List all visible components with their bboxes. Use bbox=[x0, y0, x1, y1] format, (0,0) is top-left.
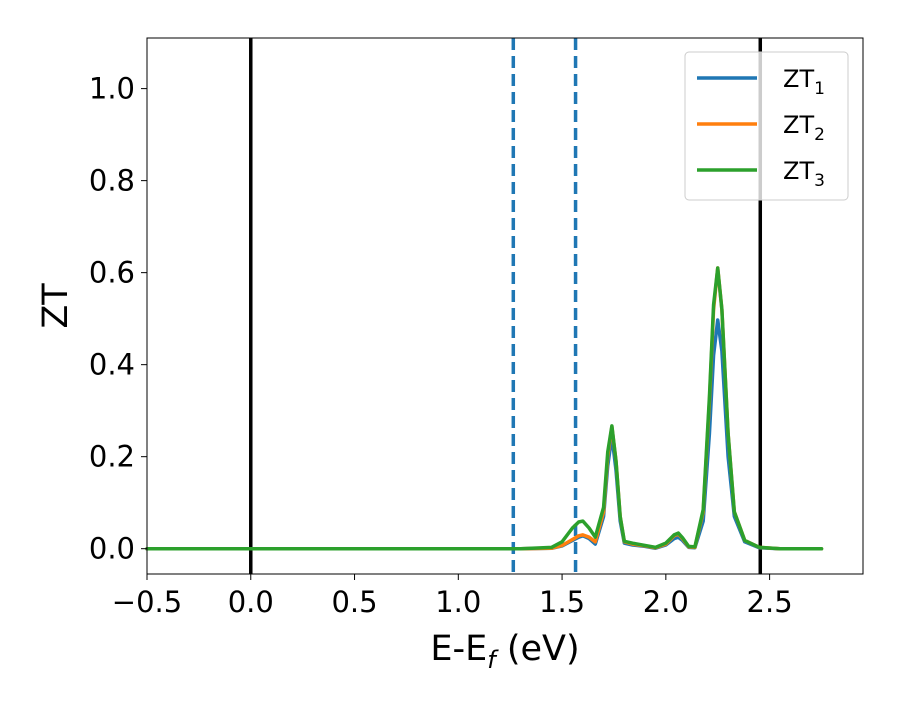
y-tick-label: 0.2 bbox=[89, 440, 135, 474]
reference-lines bbox=[249, 38, 763, 574]
x-tick-label: 1.0 bbox=[435, 585, 481, 619]
plot-frame bbox=[146, 37, 864, 575]
y-axis-label: ZT bbox=[36, 283, 76, 329]
series-lines bbox=[145, 266, 824, 551]
x-tick-label: 0.0 bbox=[228, 585, 274, 619]
x-tick-label: 2.0 bbox=[643, 585, 689, 619]
y-axis-ticks: 0.0 0.2 0.4 0.6 0.8 1.0 bbox=[89, 72, 147, 566]
x-tick-label: −0.5 bbox=[112, 585, 182, 619]
x-axis-label: E-Ef (eV) bbox=[430, 629, 579, 674]
legend-label-subscript: 1 bbox=[814, 79, 825, 99]
legend-label-subscript: 3 bbox=[814, 171, 825, 191]
legend-label-main: ZT bbox=[783, 157, 814, 185]
x-tick-label: 2.5 bbox=[747, 585, 793, 619]
series-line-zt3 bbox=[145, 266, 824, 551]
x-axis-label-unit: (eV) bbox=[496, 629, 580, 669]
x-axis-label-main: E-E bbox=[430, 629, 487, 669]
y-tick-label: 0.6 bbox=[89, 256, 135, 290]
legend-box bbox=[684, 51, 849, 201]
y-tick-label: 0.8 bbox=[89, 164, 135, 198]
y-tick-label: 1.0 bbox=[89, 72, 135, 106]
x-axis-ticks: −0.5 0.0 0.5 1.0 1.5 2.0 2.5 bbox=[112, 574, 793, 619]
legend-label-zt2: ZT2 bbox=[783, 111, 825, 145]
legend-label-main: ZT bbox=[783, 65, 814, 93]
x-tick-label: 1.5 bbox=[539, 585, 585, 619]
legend-label-main: ZT bbox=[783, 111, 814, 139]
legend-label-subscript: 2 bbox=[814, 125, 825, 145]
legend-label-zt1: ZT1 bbox=[783, 65, 825, 99]
legend-label-zt3: ZT3 bbox=[783, 157, 825, 191]
x-tick-label: 0.5 bbox=[331, 585, 377, 619]
y-tick-label: 0.4 bbox=[89, 348, 135, 382]
y-tick-label: 0.0 bbox=[89, 532, 135, 566]
series-line-zt1 bbox=[145, 318, 824, 551]
